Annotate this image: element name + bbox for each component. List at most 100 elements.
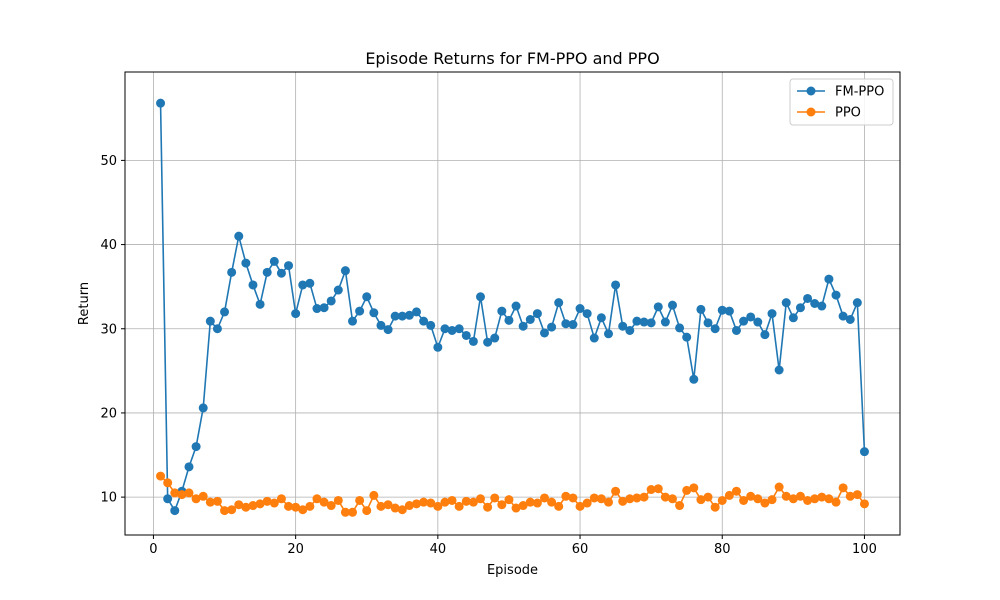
data-point-fm-ppo bbox=[639, 317, 649, 327]
data-point-ppo bbox=[234, 500, 244, 510]
data-point-ppo bbox=[390, 503, 400, 513]
data-point-fm-ppo bbox=[717, 305, 727, 315]
data-point-fm-ppo bbox=[390, 311, 400, 321]
data-point-ppo bbox=[198, 491, 208, 501]
data-point-fm-ppo bbox=[348, 316, 358, 326]
data-point-fm-ppo bbox=[774, 365, 784, 375]
data-point-fm-ppo bbox=[667, 300, 677, 310]
data-point-ppo bbox=[156, 471, 166, 481]
series-layer bbox=[156, 98, 869, 517]
data-point-ppo bbox=[831, 497, 841, 507]
data-point-ppo bbox=[255, 499, 265, 509]
data-point-fm-ppo bbox=[746, 312, 756, 322]
data-point-fm-ppo bbox=[838, 311, 848, 321]
data-point-ppo bbox=[689, 483, 699, 493]
data-point-ppo bbox=[739, 495, 749, 505]
data-point-ppo bbox=[355, 495, 365, 505]
data-point-fm-ppo bbox=[767, 309, 777, 319]
data-point-ppo bbox=[710, 502, 720, 512]
data-point-ppo bbox=[625, 494, 635, 504]
data-point-ppo bbox=[582, 498, 592, 508]
data-point-ppo bbox=[212, 496, 222, 506]
data-point-ppo bbox=[362, 506, 372, 516]
x-tick-label: 20 bbox=[287, 542, 304, 557]
data-point-fm-ppo bbox=[831, 290, 841, 300]
legend-marker-ppo bbox=[806, 107, 816, 117]
data-point-ppo bbox=[774, 482, 784, 492]
y-tick-label: 40 bbox=[100, 238, 117, 253]
data-point-fm-ppo bbox=[845, 314, 855, 324]
data-point-fm-ppo bbox=[859, 447, 869, 457]
x-tick-label: 60 bbox=[572, 542, 589, 557]
data-point-fm-ppo bbox=[276, 268, 286, 278]
data-point-ppo bbox=[333, 495, 343, 505]
data-point-ppo bbox=[383, 500, 393, 510]
data-point-ppo bbox=[753, 494, 763, 504]
data-point-ppo bbox=[724, 490, 734, 500]
data-point-fm-ppo bbox=[163, 494, 173, 504]
data-point-ppo bbox=[319, 497, 329, 507]
data-point-fm-ppo bbox=[625, 325, 635, 335]
data-point-ppo bbox=[575, 501, 585, 511]
data-point-fm-ppo bbox=[689, 374, 699, 384]
data-point-ppo bbox=[241, 502, 251, 512]
data-point-ppo bbox=[547, 497, 557, 507]
y-tick-label: 20 bbox=[100, 406, 117, 421]
data-point-ppo bbox=[611, 486, 621, 496]
data-point-fm-ppo bbox=[611, 280, 621, 290]
data-point-fm-ppo bbox=[703, 318, 713, 328]
data-point-fm-ppo bbox=[504, 315, 514, 325]
data-point-ppo bbox=[312, 494, 322, 504]
data-point-fm-ppo bbox=[539, 328, 549, 338]
data-point-ppo bbox=[788, 494, 798, 504]
data-point-ppo bbox=[305, 501, 315, 511]
data-point-ppo bbox=[639, 492, 649, 502]
data-point-fm-ppo bbox=[518, 321, 528, 331]
data-point-fm-ppo bbox=[248, 280, 258, 290]
data-point-fm-ppo bbox=[433, 342, 443, 352]
data-point-ppo bbox=[490, 493, 500, 503]
data-point-ppo bbox=[603, 497, 613, 507]
data-point-ppo bbox=[589, 493, 599, 503]
data-point-ppo bbox=[397, 505, 407, 515]
data-point-fm-ppo bbox=[795, 303, 805, 313]
data-point-fm-ppo bbox=[369, 308, 379, 318]
data-point-fm-ppo bbox=[497, 306, 507, 316]
data-point-ppo bbox=[483, 502, 493, 512]
data-point-fm-ppo bbox=[312, 304, 322, 314]
data-point-fm-ppo bbox=[319, 303, 329, 313]
data-point-ppo bbox=[291, 502, 301, 512]
data-point-ppo bbox=[476, 494, 486, 504]
data-point-ppo bbox=[824, 494, 834, 504]
data-point-fm-ppo bbox=[511, 301, 521, 311]
data-point-fm-ppo bbox=[412, 307, 422, 317]
data-point-fm-ppo bbox=[682, 332, 692, 342]
data-point-fm-ppo bbox=[355, 306, 365, 316]
data-point-ppo bbox=[326, 501, 336, 511]
data-point-ppo bbox=[838, 483, 848, 493]
data-point-fm-ppo bbox=[476, 292, 486, 302]
data-point-ppo bbox=[767, 495, 777, 505]
data-point-ppo bbox=[803, 495, 813, 505]
data-point-fm-ppo bbox=[724, 306, 734, 316]
data-point-fm-ppo bbox=[397, 311, 407, 321]
data-point-ppo bbox=[433, 501, 443, 511]
data-point-fm-ppo bbox=[760, 330, 770, 340]
data-point-fm-ppo bbox=[653, 302, 663, 312]
data-point-ppo bbox=[781, 491, 791, 501]
data-point-ppo bbox=[170, 488, 180, 498]
data-point-ppo bbox=[177, 490, 187, 500]
data-point-fm-ppo bbox=[383, 325, 393, 335]
data-point-fm-ppo bbox=[490, 333, 500, 343]
data-point-fm-ppo bbox=[241, 258, 251, 268]
data-point-fm-ppo bbox=[788, 313, 798, 323]
data-point-ppo bbox=[660, 492, 670, 502]
data-point-fm-ppo bbox=[696, 304, 706, 314]
data-point-ppo bbox=[269, 498, 279, 508]
data-point-fm-ppo bbox=[710, 324, 720, 334]
data-point-ppo bbox=[447, 495, 457, 505]
data-point-ppo bbox=[760, 498, 770, 508]
x-tick-label: 100 bbox=[852, 542, 877, 557]
data-point-fm-ppo bbox=[440, 324, 450, 334]
